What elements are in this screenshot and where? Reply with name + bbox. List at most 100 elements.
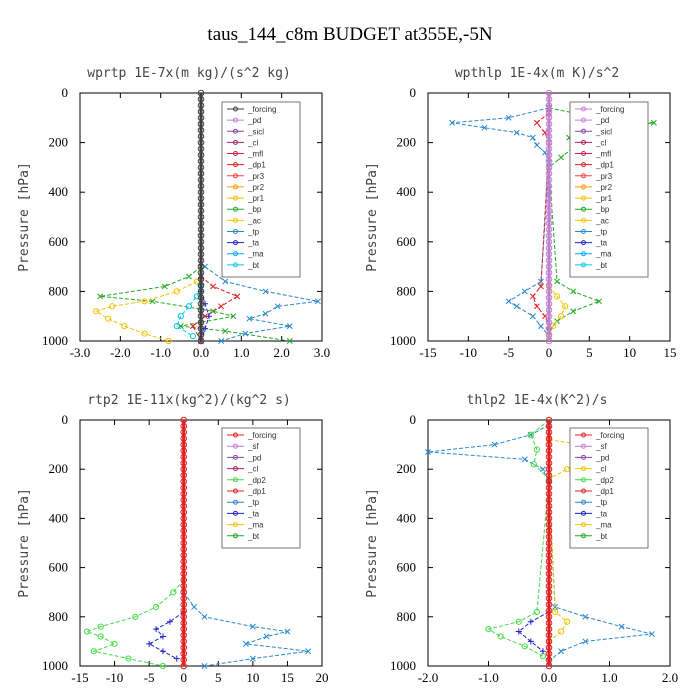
point-0-2-8 [242, 330, 249, 337]
point-0-6-13 [197, 170, 205, 177]
point-3-3-1 [527, 618, 534, 625]
point-3-4-8 [545, 465, 553, 473]
point-3-3-2 [515, 628, 522, 635]
legend-label: _ma [247, 250, 264, 259]
point-2-3-28 [180, 588, 188, 596]
y-axis-label: Pressure [hPa] [365, 488, 380, 598]
point-2-2-5 [159, 648, 166, 655]
x-tick-label: -15 [419, 345, 436, 360]
point-3-4-4 [545, 441, 553, 448]
point-0-6-19 [197, 207, 205, 215]
point-3-4-25 [545, 570, 553, 578]
point-3-2-7 [485, 626, 492, 633]
legend-label: _pd [247, 116, 261, 125]
x-tick-label: -10 [460, 345, 477, 360]
point-2-3-9 [180, 472, 188, 479]
point-3-4-38 [545, 650, 553, 658]
legend-marker [581, 240, 586, 246]
y-tick-label: 0 [410, 85, 417, 100]
y-tick-label: 400 [397, 510, 417, 525]
point-3-4-14 [545, 502, 553, 510]
legend-marker [581, 454, 586, 460]
panel-title: thlp2 1E-4x(K^2)/s [467, 393, 608, 408]
x-tick-label: 20 [316, 670, 329, 685]
point-2-3-1 [180, 422, 188, 430]
legend-marker [233, 454, 238, 460]
legend-marker [233, 262, 238, 268]
point-3-4-34 [545, 625, 553, 633]
point-3-4-9 [545, 472, 553, 479]
y-axis-label: Pressure [hPa] [17, 488, 32, 598]
legend-label: _bt [247, 532, 260, 541]
legend-label: _sf [595, 442, 607, 451]
x-tick-label: 0 [546, 345, 553, 360]
point-0-6-38 [197, 325, 205, 332]
series-forcing [180, 416, 188, 670]
point-3-4-0 [545, 416, 553, 424]
point-1-3-2 [562, 303, 569, 310]
point-0-1-8 [165, 337, 172, 345]
panel-title: wprtp 1E-7x(m kg)/(s^2 kg) [87, 66, 291, 81]
point-0-0-6 [230, 313, 237, 320]
point-2-3-20 [180, 539, 188, 547]
point-0-4-5 [189, 332, 197, 340]
point-1-1-8 [554, 278, 561, 285]
legend-marker [581, 162, 586, 168]
y-tick-label: 200 [49, 135, 69, 150]
point-3-4-39 [545, 656, 553, 664]
legend: _forcing _sf _pd _cl _dp2 _dp1 _tp _ta _ma _bt [569, 427, 649, 549]
point-1-0-6 [533, 142, 540, 149]
point-0-3-1 [210, 283, 217, 290]
legend-label: _dp1 [595, 487, 614, 496]
point-2-3-33 [180, 619, 188, 627]
point-0-3-3 [218, 303, 225, 310]
legend-label: _ma [595, 521, 612, 530]
point-2-3-38 [180, 650, 188, 658]
x-tick-label: -1.0 [150, 345, 171, 360]
point-2-3-12 [180, 490, 188, 498]
legend-marker [233, 522, 238, 528]
point-3-0-9 [618, 623, 625, 630]
legend-label: _sicl [247, 127, 264, 136]
point-1-0-2 [449, 119, 456, 126]
point-3-4-27 [545, 582, 553, 590]
point-3-4-21 [545, 545, 553, 553]
point-0-6-14 [197, 176, 205, 184]
point-2-0-9 [125, 655, 132, 662]
legend-marker [233, 443, 238, 449]
point-2-1-6 [242, 640, 249, 647]
y-tick-label: 400 [49, 184, 69, 199]
y-tick-label: 1000 [390, 333, 416, 348]
legend-marker [581, 499, 586, 505]
point-2-3-37 [180, 644, 188, 651]
legend-label: _ta [247, 509, 260, 518]
point-2-2-2 [153, 626, 160, 633]
point-0-3-2 [234, 293, 241, 300]
panel-title: wpthlp 1E-4x(m K)/s^2 [455, 66, 619, 81]
legend-label: _forcing [595, 105, 624, 114]
point-3-0-5 [539, 466, 546, 473]
point-3-4-23 [545, 558, 553, 565]
x-tick-label: 10 [623, 345, 636, 360]
legend-label: _ta [247, 239, 260, 248]
point-0-6-25 [197, 244, 205, 252]
point-2-3-14 [180, 502, 188, 510]
point-1-1-6 [558, 154, 565, 161]
legend-label: _bt [247, 261, 260, 270]
x-tick-label: -5 [144, 670, 155, 685]
point-2-3-23 [180, 558, 188, 565]
point-3-4-7 [545, 459, 553, 467]
point-0-6-10 [197, 151, 205, 159]
point-3-4-15 [545, 508, 553, 516]
point-3-0-11 [582, 638, 589, 645]
point-0-6-36 [197, 312, 205, 320]
point-0-6-8 [197, 139, 205, 146]
legend-marker [581, 151, 586, 157]
legend-marker [233, 128, 238, 134]
series-tp [180, 589, 312, 669]
point-3-4-32 [545, 613, 553, 621]
point-1-4-3 [545, 108, 553, 115]
legend-label: _tp [595, 498, 608, 507]
series-line [148, 611, 185, 660]
point-3-0-4 [521, 456, 528, 463]
